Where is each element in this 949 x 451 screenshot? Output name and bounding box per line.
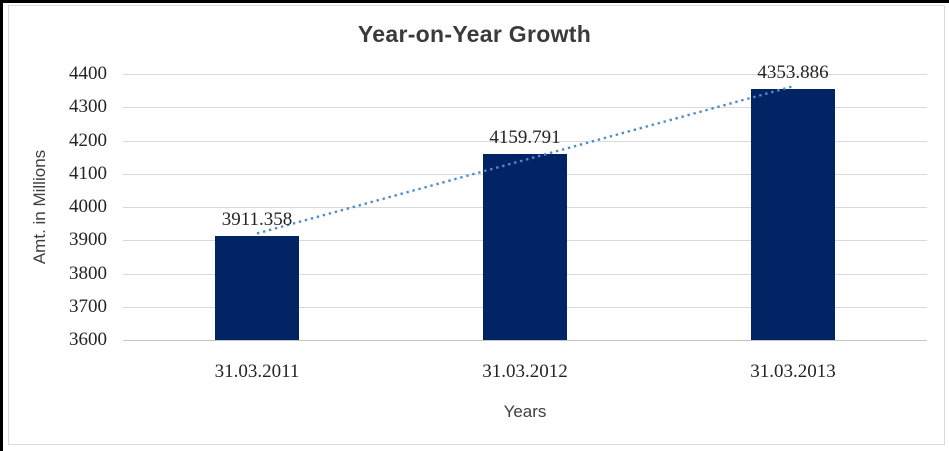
y-gridline xyxy=(123,74,927,75)
bar xyxy=(483,153,567,340)
bar-value-label: 3911.358 xyxy=(221,209,293,231)
bar-value-label: 4353.886 xyxy=(757,62,829,84)
y-tick-label: 3900 xyxy=(69,229,107,251)
y-tick-label: 3700 xyxy=(69,295,107,317)
trendline-segment xyxy=(256,85,794,235)
y-gridline xyxy=(123,140,927,142)
y-tick-label: 3800 xyxy=(69,262,107,284)
y-gridline xyxy=(123,107,927,109)
chart-title: Year-on-Year Growth xyxy=(357,21,592,47)
x-tick-label: 31.03.2012 xyxy=(482,361,568,382)
y-tick-label: 4000 xyxy=(69,196,107,217)
bar xyxy=(215,236,299,340)
x-tick-label: 31.03.2013 xyxy=(750,361,836,382)
bar xyxy=(751,89,835,340)
y-tick-label: 4400 xyxy=(69,63,107,84)
trendline xyxy=(256,85,794,235)
y-tick-label: 3600 xyxy=(69,329,107,350)
y-gridline xyxy=(123,340,927,341)
plot-area xyxy=(123,74,927,341)
y-tick-label: 4100 xyxy=(69,162,107,184)
bar-value-label: 4159.791 xyxy=(489,126,561,148)
x-axis-title: Years xyxy=(503,402,547,421)
left-crop-border xyxy=(0,0,3,451)
top-crop-border xyxy=(0,0,949,3)
y-tick-label: 4300 xyxy=(69,96,107,118)
x-tick-label: 31.03.2011 xyxy=(214,361,300,382)
y-tick-label: 4200 xyxy=(69,129,107,151)
